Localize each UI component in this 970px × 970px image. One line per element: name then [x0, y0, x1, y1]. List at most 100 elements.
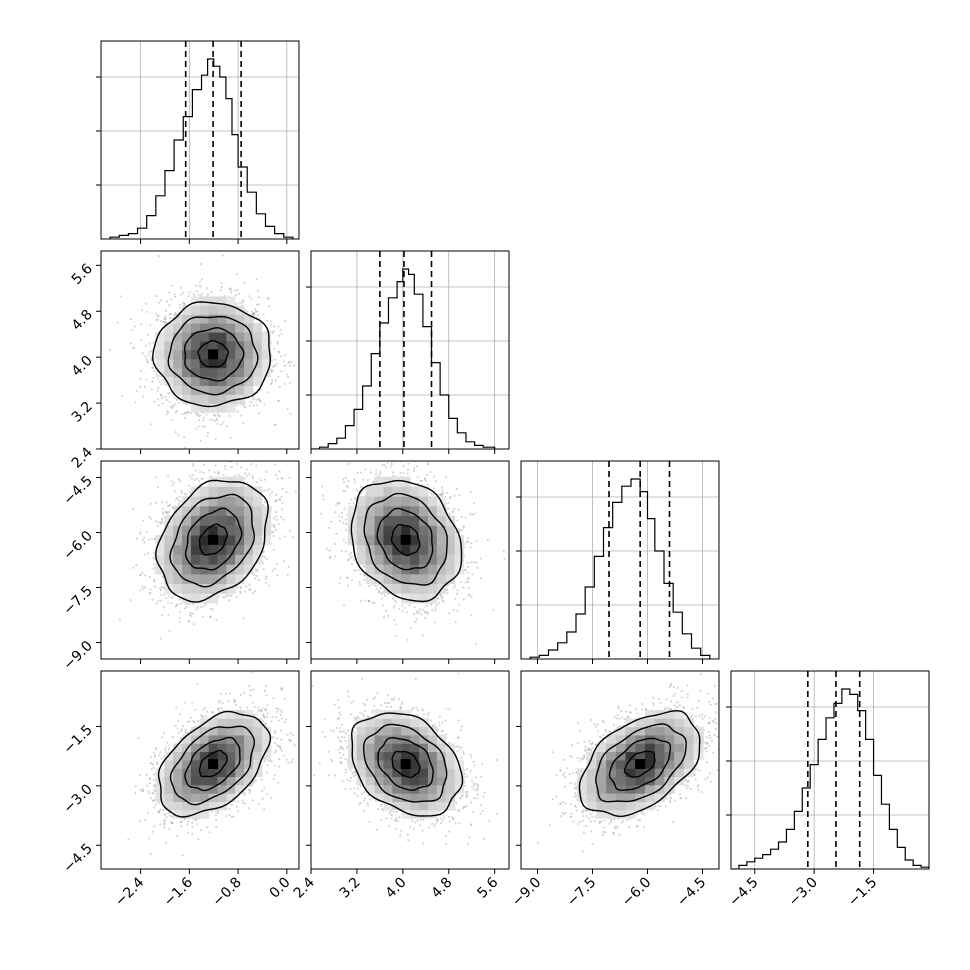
y-tick-label: 4.0 [69, 353, 96, 380]
sample-point [214, 438, 217, 440]
sample-point [275, 499, 278, 502]
sample-point [129, 599, 132, 601]
sample-point [250, 455, 252, 457]
sample-point [150, 349, 153, 352]
sample-point [251, 313, 254, 315]
sample-point [189, 412, 192, 415]
sample-point [264, 330, 267, 333]
sample-point [163, 593, 166, 596]
density-cell [173, 358, 183, 369]
sample-point [162, 586, 165, 589]
density-cell [190, 332, 201, 342]
sample-point [255, 570, 258, 573]
sample-point [236, 463, 238, 465]
sample-point [149, 592, 152, 594]
density-cell [173, 323, 183, 333]
sample-point [284, 364, 286, 367]
sample-point [148, 516, 151, 518]
sample-point [273, 567, 276, 570]
sample-point [145, 302, 147, 305]
sample-point [182, 291, 185, 294]
sample-point [143, 553, 146, 556]
sample-point [156, 318, 159, 321]
sample-point [275, 494, 278, 496]
sample-point [171, 386, 174, 389]
sample-point [252, 395, 255, 398]
sample-point [195, 290, 198, 292]
density-cell [199, 323, 210, 333]
density-cell [182, 358, 192, 369]
density-cell [173, 385, 183, 395]
sample-point [273, 365, 276, 368]
sample-point [228, 287, 231, 290]
density-cell [244, 376, 254, 386]
density-cell [235, 323, 245, 333]
sample-point [145, 358, 148, 360]
density-cell [217, 376, 227, 386]
sample-point [267, 437, 269, 439]
sample-point [177, 434, 180, 437]
density-cell [182, 305, 192, 315]
sample-point [144, 574, 146, 577]
sample-point [263, 403, 266, 406]
sample-point [215, 417, 218, 420]
scatter-panel-0-2: −9.0−7.5−6.0−4.5 [60, 437, 300, 673]
sample-point [165, 413, 168, 416]
sample-point [144, 344, 147, 347]
sample-point [252, 404, 255, 407]
sample-point [253, 314, 256, 317]
sample-point [256, 569, 259, 571]
sample-point [167, 474, 170, 477]
sample-point [165, 501, 168, 504]
sample-point [147, 538, 150, 541]
sample-point [150, 359, 153, 361]
sample-point [248, 588, 251, 591]
sample-point [240, 466, 243, 469]
sample-point [216, 423, 219, 425]
sample-point [256, 310, 258, 313]
sample-point [195, 427, 198, 430]
sample-point [148, 592, 151, 595]
sample-point [264, 581, 267, 584]
sample-point [235, 596, 238, 599]
density-cell [244, 314, 254, 324]
sample-point [280, 477, 283, 480]
sample-point [201, 425, 204, 428]
sample-point [265, 471, 268, 473]
sample-point [203, 464, 205, 466]
sample-point [266, 489, 269, 492]
sample-point [168, 291, 171, 294]
sample-point [163, 317, 166, 319]
sample-point [252, 592, 255, 594]
sample-point [176, 603, 179, 606]
histogram-step-line [311, 268, 496, 449]
sample-point [171, 317, 174, 320]
sample-point [216, 413, 219, 415]
density-cell [190, 394, 201, 404]
density-cell [217, 349, 227, 360]
sample-point [254, 310, 257, 313]
sample-point [116, 321, 119, 324]
sample-point [157, 404, 160, 407]
sample-point [167, 613, 170, 616]
density-cell [208, 376, 219, 386]
sample-point [252, 398, 255, 401]
sample-point [281, 501, 284, 504]
density-cell [217, 394, 227, 404]
sample-point [275, 528, 277, 531]
sample-point [151, 380, 154, 383]
sample-point [235, 303, 238, 305]
sample-point [135, 390, 138, 392]
histogram-panel-1 [306, 250, 510, 454]
sample-point [273, 364, 276, 367]
sample-point [288, 381, 291, 384]
sample-point [149, 502, 152, 505]
sample-point [150, 423, 152, 426]
sample-point [168, 510, 171, 513]
sample-point [173, 293, 176, 296]
sample-point [199, 414, 202, 417]
sample-point [274, 500, 277, 503]
sample-point [195, 414, 198, 417]
sample-point [218, 415, 221, 418]
sample-point [224, 465, 227, 467]
